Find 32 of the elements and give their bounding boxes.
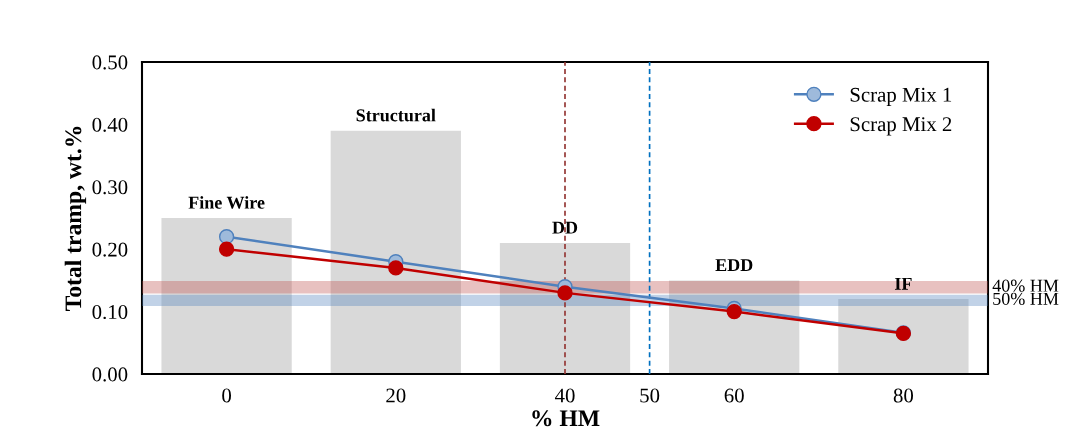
annotation: EDD (715, 259, 753, 272)
annotation: Fine Wire (188, 196, 265, 209)
x-axis-title: % HM (532, 410, 600, 427)
y-tick-label: 0.50 (92, 55, 128, 70)
x-tick-label: 20 (386, 388, 406, 403)
x-tick-label: 60 (724, 388, 744, 403)
point (388, 260, 404, 276)
x-tick-label: 40 (554, 388, 575, 403)
bar (161, 218, 292, 374)
x-tick-label: 0 (222, 388, 232, 403)
annotation: DD (552, 221, 578, 234)
band-label: 50% HM (993, 292, 1059, 305)
bar (669, 280, 800, 374)
annotation: Structural (356, 108, 436, 122)
point (218, 229, 235, 245)
legend-label: Scrap Mix 2 (850, 117, 952, 136)
x-tick-label: 50 (640, 388, 660, 403)
y-tick-label: 0.40 (92, 117, 128, 132)
y-tick-label: 0.00 (92, 367, 128, 382)
x-tick-label: 80 (893, 388, 914, 403)
point (557, 285, 573, 301)
bar (330, 130, 461, 374)
bar (838, 299, 969, 374)
y-tick-label: 0.30 (92, 180, 128, 195)
y-tick-label: 0.10 (92, 304, 128, 320)
legend-label: Scrap Mix 1 (850, 87, 952, 107)
band-label: 40% HM (992, 279, 1059, 292)
y-axis-title: Total tramp, wt.% (64, 126, 87, 311)
y-tick-label: 0.20 (92, 242, 128, 257)
point (218, 241, 235, 257)
bar (499, 242, 631, 374)
annotation: IF (894, 277, 912, 290)
